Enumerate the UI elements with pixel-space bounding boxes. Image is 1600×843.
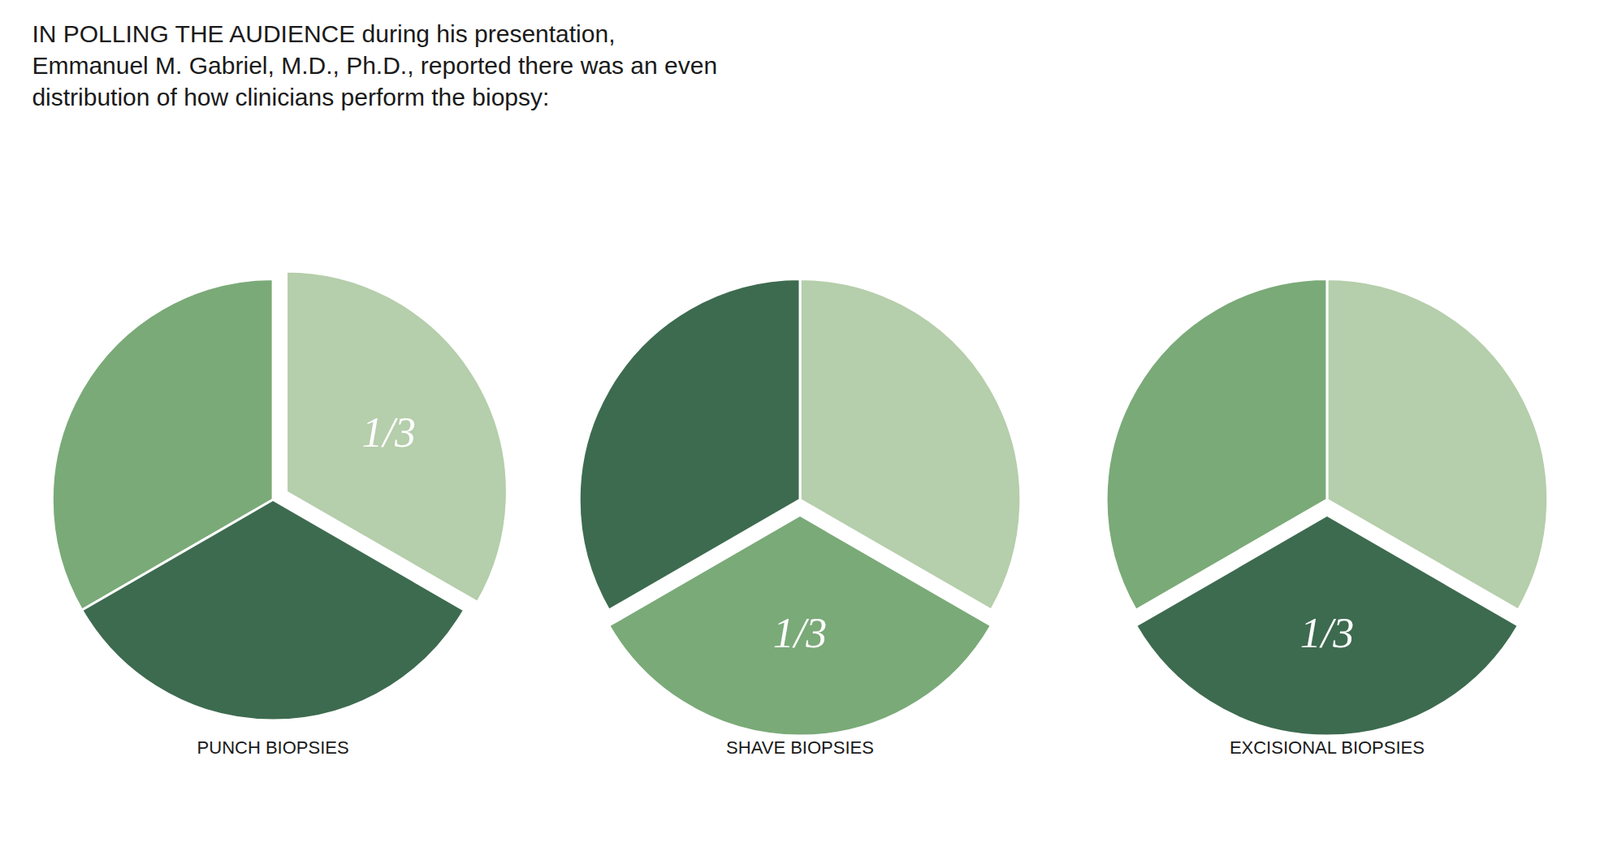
svg-text:1/3: 1/3 [1300, 609, 1354, 657]
svg-text:IN POLLING THE AUDIENCE during: IN POLLING THE AUDIENCE during his prese… [31, 20, 718, 111]
svg-text:1/3: 1/3 [362, 409, 416, 456]
svg-text:SHAVE BIOPSIES: SHAVE BIOPSIES [726, 737, 874, 758]
svg-text:PUNCH BIOPSIES: PUNCH BIOPSIES [197, 737, 350, 758]
svg-text:EXCISIONAL BIOPSIES: EXCISIONAL BIOPSIES [1229, 737, 1425, 758]
svg-text:1/3: 1/3 [773, 609, 827, 657]
